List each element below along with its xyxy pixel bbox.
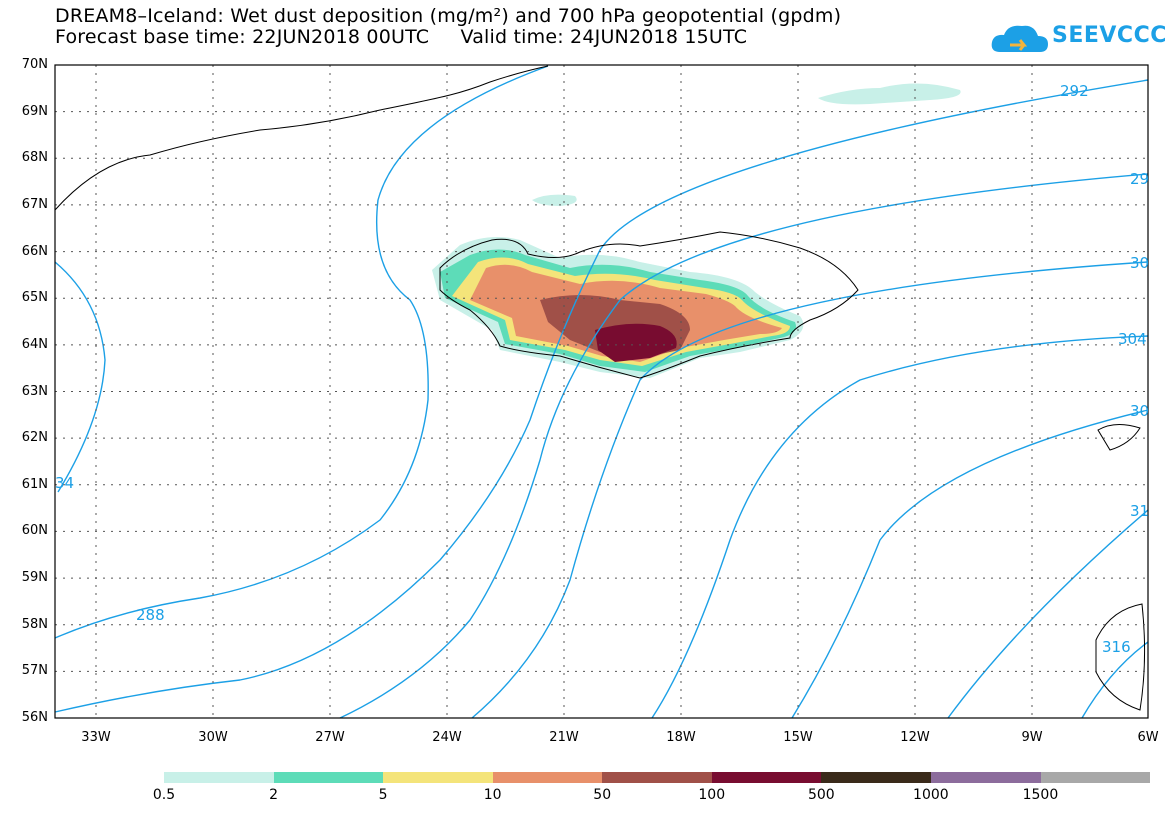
legend-label: 0.5 [152,787,176,803]
contour-label: 292 [1060,82,1089,100]
latitude-label: 65N [21,290,48,306]
contour-label: 304 [1118,330,1147,348]
longitude-label: 9W [1021,730,1043,745]
legend-label: 50 [593,787,612,803]
legend-label: 100 [698,787,726,803]
latitude-label: 57N [21,663,48,679]
latitude-label: 70N [21,57,48,72]
latitude-label: 67N [21,196,48,212]
contour-labels: 292 29 30 304 30 31 316 288 34 [55,82,1149,656]
legend-swatch [602,772,712,783]
latitude-label: 62N [21,430,48,446]
contour-label: 30 [1130,402,1149,420]
longitude-label: 33W [81,730,111,745]
longitude-label: 18W [666,730,696,745]
longitude-label: 30W [198,730,228,745]
geopotential-contours [54,65,1149,719]
legend-swatch [273,772,384,783]
latitude-label: 60N [21,523,48,539]
contour-label: 30 [1130,254,1149,272]
legend-swatch [711,772,822,783]
legend-label: 1500 [1022,787,1059,803]
legend-swatch [930,772,1041,783]
latitude-label: 58N [21,616,48,632]
map-title-line-1: DREAM8–Iceland: Wet dust deposition (mg/… [55,5,842,27]
contour-label: 34 [55,474,74,492]
legend-swatch [492,772,603,783]
cloud-logo-icon [991,25,1048,52]
longitude-label: 12W [900,730,930,745]
longitude-label: 27W [315,730,345,745]
latitude-label: 64N [21,336,48,352]
coastline [54,65,1146,711]
latitude-label: 59N [21,570,48,586]
legend-swatch [164,772,274,783]
legend-swatch [1040,772,1151,783]
longitude-label: 21W [549,730,579,745]
contour-label: 31 [1130,502,1149,520]
latitude-label: 68N [21,150,48,166]
longitude-label: 6W [1137,730,1159,745]
legend-swatch [383,772,493,783]
legend-label: 1000 [913,787,949,803]
latitude-label: 56N [21,710,48,725]
map-title-line-2: Forecast base time: 22JUN2018 00UTC Vali… [55,26,748,48]
graticule-grid [55,65,1148,718]
longitude-label: 15W [783,730,813,745]
map-frame [54,64,1149,719]
latitude-label: 61N [21,476,48,492]
color-legend [164,772,1151,783]
latitude-label: 63N [21,383,48,399]
contour-label: 29 [1130,170,1149,188]
legend-label: 500 [807,787,835,803]
contour-label: 316 [1102,638,1131,656]
legend-swatch [821,772,931,783]
dust-deposition-field [432,83,961,378]
latitude-label: 69N [21,103,48,119]
longitude-label: 24W [432,730,462,745]
legend-label: 5 [378,787,388,803]
logo-text: SEEVCCC [1052,23,1167,48]
legend-label: 2 [269,787,278,803]
legend-label: 10 [483,787,502,803]
contour-label: 288 [136,606,165,624]
latitude-label: 66N [21,243,48,259]
